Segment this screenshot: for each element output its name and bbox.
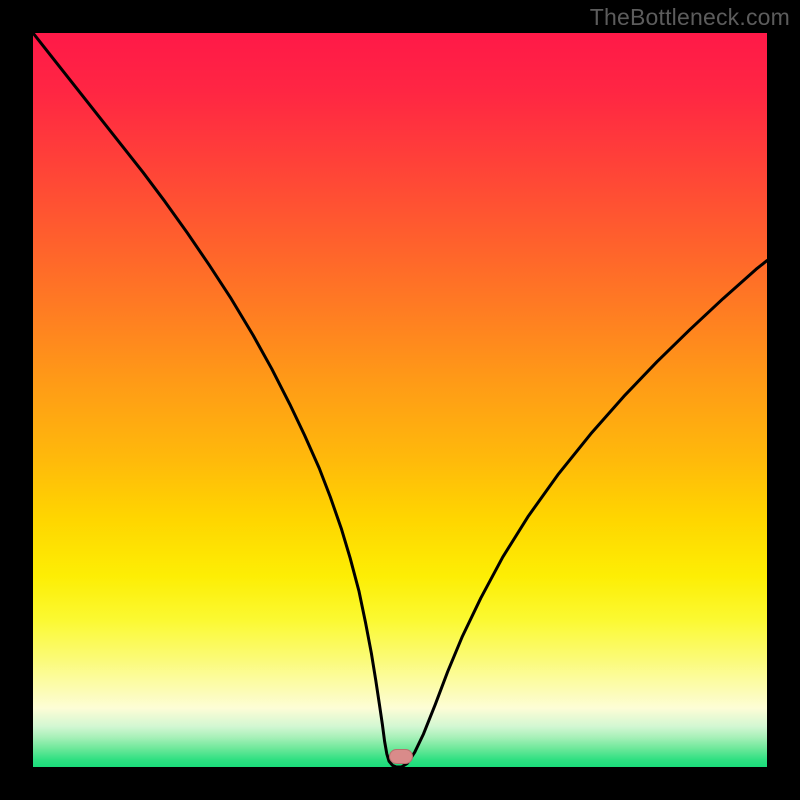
outer-frame — [0, 0, 800, 800]
watermark-text: TheBottleneck.com — [590, 4, 790, 31]
